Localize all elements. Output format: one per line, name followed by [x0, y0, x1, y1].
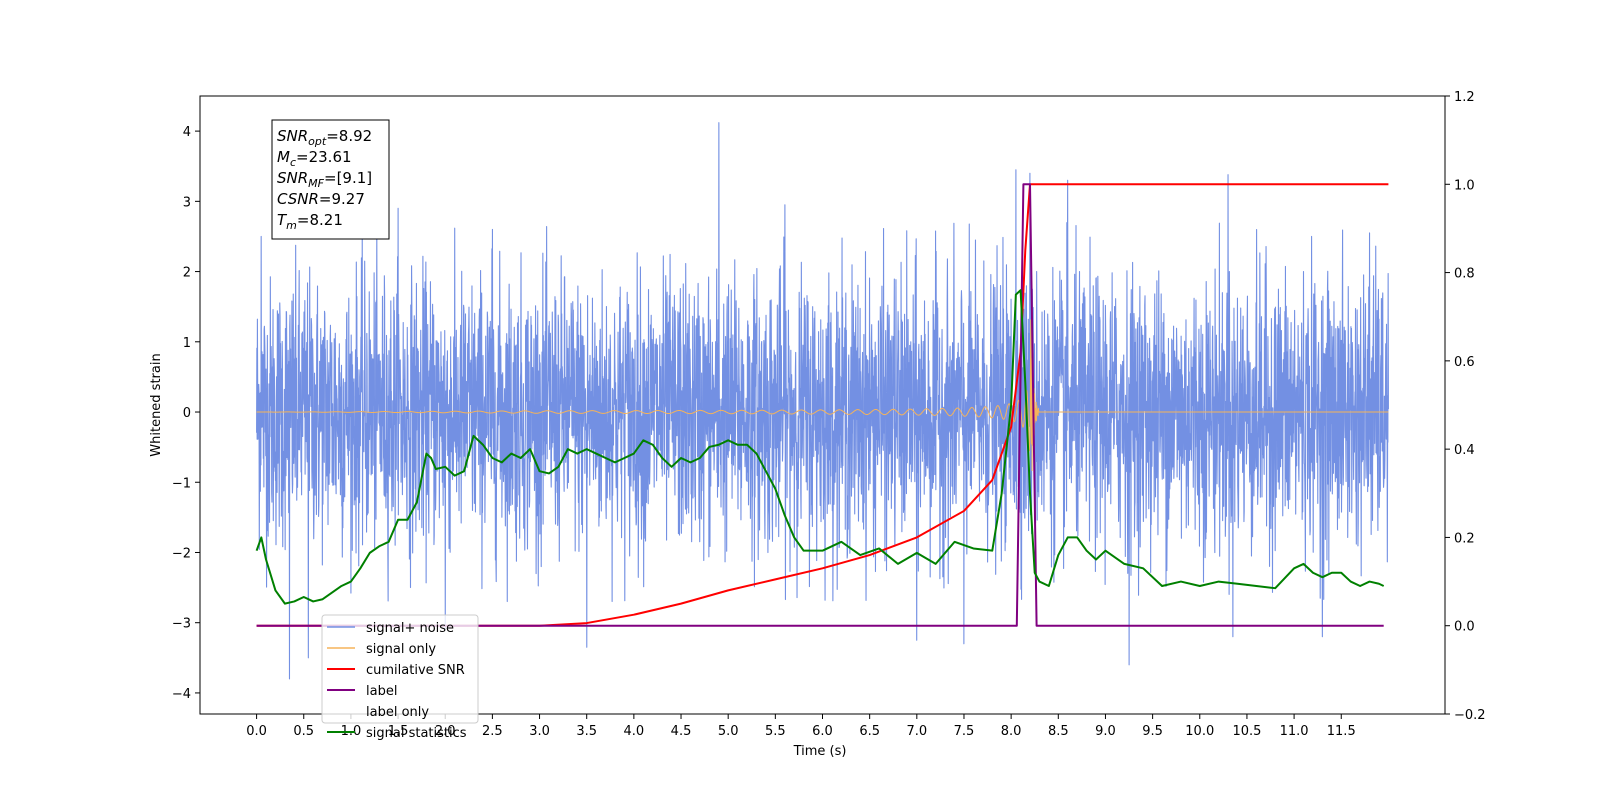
- x-tick-label: 4.0: [624, 724, 645, 739]
- y-left-tick-label: −2: [172, 546, 191, 561]
- info-box-line: Tm=8.21: [277, 211, 343, 232]
- series-signal-plus-noise: [256, 122, 1389, 680]
- x-tick-label: 5.5: [765, 724, 786, 739]
- x-tick-label: 9.0: [1095, 724, 1116, 739]
- legend-item-cumilative-snr: cumilative SNR: [327, 663, 465, 678]
- y-axis-right: −0.2 0.0 0.2 0.4 0.6 0.8 1.0 1.2: [1445, 90, 1486, 723]
- y-left-tick-label: 2: [183, 266, 191, 281]
- y-left-tick-label: −3: [172, 617, 191, 632]
- y-right-tick-label: 0.0: [1454, 620, 1475, 635]
- legend-label: label: [366, 684, 397, 699]
- legend-label: signal statistics: [366, 726, 467, 741]
- y-left-tick-label: −4: [172, 687, 191, 702]
- info-box-line: SNRMF=[9.1]: [277, 169, 372, 190]
- x-tick-label: 8.0: [1001, 724, 1022, 739]
- legend-label: signal only: [366, 642, 436, 657]
- series-signal-statistics: [255, 289, 1385, 605]
- x-tick-label: 11.5: [1327, 724, 1356, 739]
- y-left-tick-label: 0: [183, 406, 191, 421]
- y-right-tick-label: 1.0: [1454, 178, 1475, 193]
- legend-item-signal-statistics: signal statistics: [327, 726, 467, 741]
- series-label: [256, 183, 1384, 627]
- x-tick-label: 6.0: [812, 724, 833, 739]
- legend-item-label: label: [327, 684, 397, 699]
- series-signal-only: [256, 319, 1389, 471]
- x-tick-label: 1.5: [388, 724, 409, 739]
- y-left-tick-label: 3: [183, 195, 191, 210]
- legend-item-label-only: label only: [327, 705, 429, 720]
- y-axis-left: −4 −3 −2 −1 0 1 2 3 4: [172, 125, 200, 702]
- y-right-tick-label: 0.6: [1454, 355, 1475, 370]
- y-right-tick-label: 0.4: [1454, 443, 1475, 458]
- x-tick-label: 2.5: [482, 724, 503, 739]
- x-tick-label: 5.0: [718, 724, 739, 739]
- x-tick-label: 4.5: [671, 724, 692, 739]
- x-tick-label: 0.5: [293, 724, 314, 739]
- x-axis: 0.0 0.5 1.0 1.5 2.0 2.5 3.0 3.5 4.0 4.5 5.0 5.5 6.0 6…: [246, 714, 1356, 739]
- x-tick-label: 0.0: [246, 724, 267, 739]
- legend-label: signal+ noise: [366, 621, 454, 636]
- y-left-tick-label: −1: [172, 476, 191, 491]
- legend-item-signal-noise: signal+ noise: [327, 621, 454, 636]
- legend-label: label only: [366, 705, 429, 720]
- info-box-line: Mc=23.61: [277, 148, 352, 169]
- y-left-tick-label: 1: [183, 336, 191, 351]
- x-tick-label: 7.0: [906, 724, 927, 739]
- y-axis-label: Whitened strain: [149, 353, 164, 456]
- legend-item-signal-only: signal only: [327, 642, 436, 657]
- series-layer: [255, 122, 1389, 680]
- x-tick-label: 10.0: [1185, 724, 1214, 739]
- legend-frame: [321, 614, 479, 724]
- x-tick-label: 7.5: [954, 724, 975, 739]
- x-axis-label: Time (s): [793, 744, 847, 759]
- info-box-line: CSNR=9.27: [277, 190, 365, 208]
- x-tick-label: 6.5: [859, 724, 880, 739]
- y-left-tick-label: 4: [183, 125, 191, 140]
- x-tick-label: 9.5: [1142, 724, 1163, 739]
- x-tick-label: 10.5: [1232, 724, 1261, 739]
- info-box-line: SNRopt=8.92: [277, 127, 372, 148]
- legend-label: cumilative SNR: [366, 663, 465, 678]
- info-box-frame: [271, 119, 390, 240]
- x-tick-label: 2.0: [435, 724, 456, 739]
- legend: signal+ noise signal only cumilative SNR la…: [321, 614, 479, 741]
- y-right-tick-label: −0.2: [1454, 708, 1486, 723]
- x-tick-label: 11.0: [1280, 724, 1309, 739]
- y-right-tick-label: 0.2: [1454, 531, 1475, 546]
- x-tick-label: 8.5: [1048, 724, 1069, 739]
- y-right-tick-label: 1.2: [1454, 90, 1475, 105]
- x-tick-label: 3.5: [576, 724, 597, 739]
- x-tick-label: 3.0: [529, 724, 550, 739]
- y-right-tick-label: 0.8: [1454, 267, 1475, 282]
